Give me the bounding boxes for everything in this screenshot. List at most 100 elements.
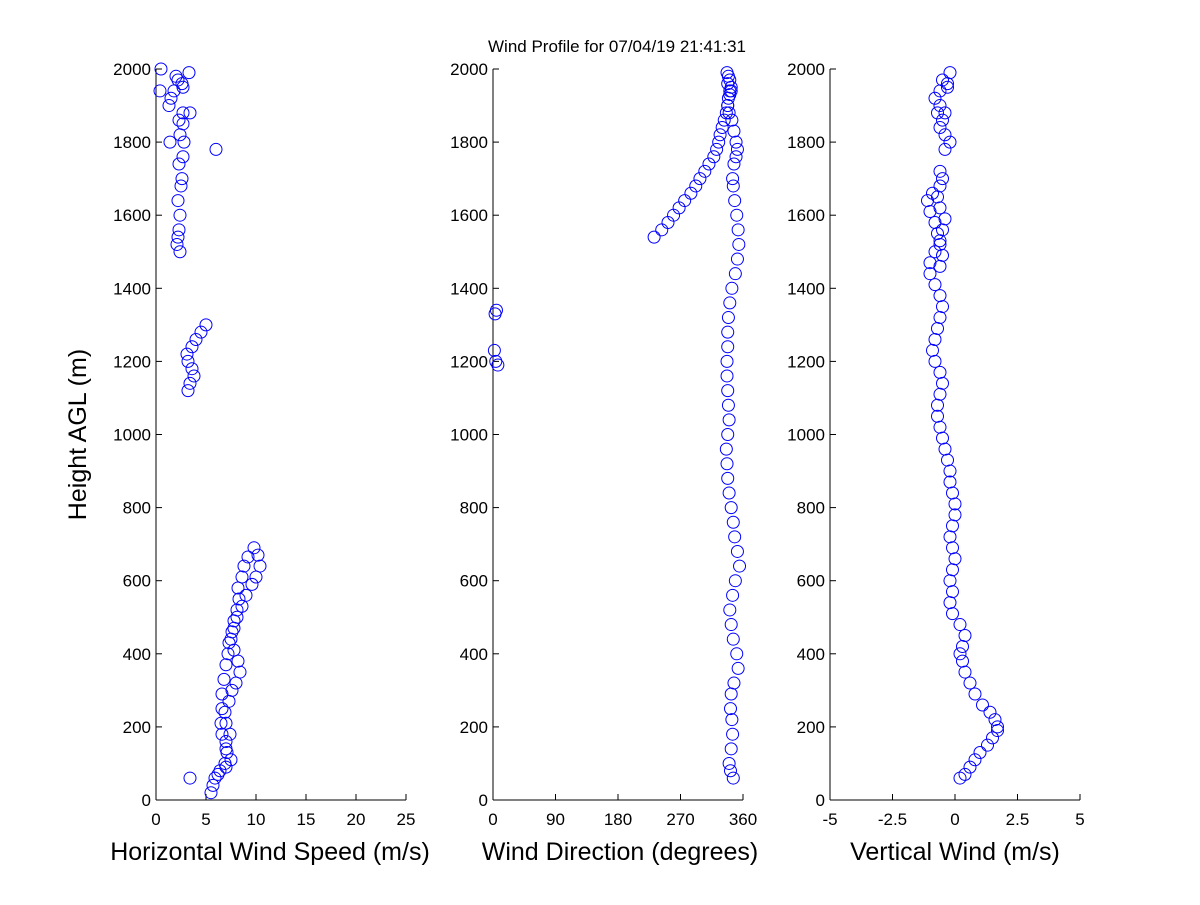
data-point	[215, 727, 229, 741]
data-point	[720, 369, 734, 383]
data-point	[204, 786, 218, 800]
data-point	[724, 742, 738, 756]
data-point	[728, 267, 742, 281]
data-point	[936, 300, 949, 314]
y-tick-label: 600	[460, 572, 488, 591]
data-point	[926, 186, 939, 200]
data-point	[655, 223, 669, 237]
data-point	[946, 607, 959, 621]
data-point	[936, 431, 949, 445]
data-point	[218, 756, 232, 770]
data-point	[953, 647, 967, 661]
data-point	[933, 259, 947, 273]
data-point	[726, 179, 740, 193]
y-tick-label: 1800	[113, 133, 151, 152]
y-tick-label: 1000	[113, 426, 151, 445]
data-point	[963, 676, 977, 690]
data-point	[991, 720, 1004, 734]
data-point	[956, 639, 969, 653]
x-tick-label: 15	[297, 810, 316, 829]
data-point	[726, 727, 740, 741]
data-point	[211, 767, 225, 781]
data-point	[931, 106, 944, 120]
x-tick-label: 5	[201, 810, 210, 829]
data-point	[220, 745, 234, 759]
data-point	[928, 91, 942, 105]
data-point	[724, 618, 738, 632]
data-point	[720, 354, 734, 368]
y-tick-label: 1000	[787, 426, 825, 445]
data-point	[170, 237, 184, 251]
data-point	[215, 702, 229, 716]
data-point	[733, 559, 747, 573]
data-point	[946, 585, 959, 599]
data-point	[721, 428, 735, 441]
data-point	[728, 574, 742, 588]
data-point	[715, 120, 729, 134]
data-point	[725, 713, 739, 727]
data-point	[232, 592, 246, 606]
data-point	[938, 212, 952, 226]
y-tick-label: 1000	[450, 426, 488, 445]
data-point	[946, 563, 959, 577]
panel-3: 0 200 400 600 800 1000 1200 1400 1600 1800 2000 -5 -…	[787, 60, 1085, 866]
data-point	[731, 223, 745, 237]
data-point	[245, 577, 259, 591]
data-point	[251, 548, 265, 562]
data-point	[689, 179, 703, 193]
data-point	[233, 665, 247, 679]
data-point	[169, 69, 183, 83]
data-point	[724, 764, 737, 778]
data-point	[933, 289, 947, 303]
data-point	[729, 150, 743, 164]
data-point	[702, 157, 716, 171]
data-point	[958, 665, 972, 679]
data-point	[726, 515, 740, 529]
chart-title: Wind Profile for 07/04/19 21:41:31	[488, 37, 746, 56]
y-tick-label: 0	[142, 791, 151, 810]
data-point	[181, 384, 195, 398]
data-point	[215, 687, 229, 701]
x-tick-label: 2.5	[1006, 810, 1030, 829]
data-point	[946, 541, 959, 555]
data-point	[173, 245, 187, 259]
data-point	[981, 738, 994, 752]
data-point	[931, 409, 944, 423]
y-tick-label: 1400	[113, 279, 151, 298]
data-point	[489, 354, 503, 368]
data-point	[176, 117, 190, 131]
y-tick-label: 1200	[113, 352, 151, 371]
data-point	[933, 120, 947, 134]
data-point	[217, 672, 231, 686]
y-tick-label: 1400	[787, 279, 825, 298]
data-point	[647, 230, 661, 244]
data-point	[153, 84, 167, 98]
data-point	[219, 658, 233, 672]
data-point	[936, 376, 949, 390]
data-point	[729, 135, 743, 149]
panel-1: 0 200 400 600 800 1000 1200 1400 1600 1800 2000 0 5 1…	[64, 60, 430, 866]
data-point	[181, 354, 195, 368]
data-point	[943, 66, 957, 80]
data-point	[722, 106, 736, 120]
data-point	[730, 252, 744, 266]
data-point	[923, 256, 937, 270]
x-tick-label: 5	[1075, 810, 1084, 829]
data-point	[948, 552, 962, 566]
data-point	[938, 142, 952, 156]
data-point	[956, 654, 969, 668]
data-point	[943, 475, 957, 489]
data-point	[231, 581, 245, 595]
data-point	[933, 99, 947, 113]
data-point	[177, 135, 191, 149]
data-point	[721, 325, 735, 339]
data-point	[183, 376, 197, 390]
data-point	[175, 172, 189, 186]
data-point	[713, 128, 727, 142]
y-tick-label: 400	[123, 645, 151, 664]
data-point	[727, 676, 741, 690]
data-point	[176, 106, 190, 120]
x-axis-label: Horizontal Wind Speed (m/s)	[110, 838, 430, 866]
data-point	[163, 135, 177, 149]
